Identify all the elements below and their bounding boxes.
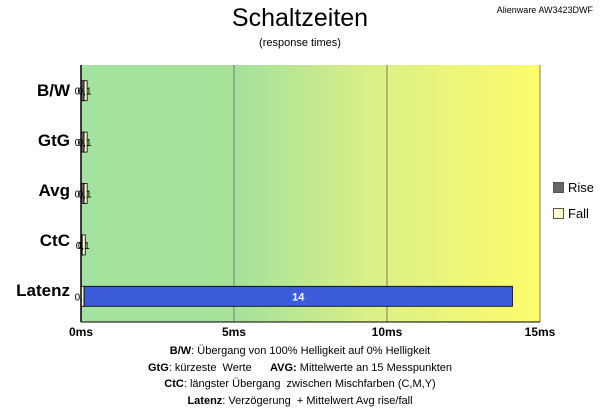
data-label: 0,1 (78, 190, 92, 201)
bars: 0,10,10,10,10,10,100,10,114 (75, 80, 513, 307)
note-key: B/W (169, 345, 192, 357)
note-line-ctc: CtC: längster Übergang zwischen Mischfar… (0, 376, 600, 393)
model-label: Alienware AW3423DWF (496, 5, 593, 15)
note-text: : Übergang von 100% Helligkeit auf 0% He… (191, 345, 431, 357)
notes: B/W: Übergang von 100% Helligkeit auf 0%… (0, 343, 600, 409)
note-line-bw: B/W: Übergang von 100% Helligkeit auf 0%… (0, 343, 600, 360)
note-line-gtg: GtG: kürzeste Werte AVG: Mittelwerte an … (0, 360, 600, 377)
bar-segment (81, 234, 86, 256)
bar-segment (83, 285, 513, 307)
legend-item-fall: Fall (553, 206, 589, 221)
note-text: : kürzeste Werte (168, 361, 271, 374)
x-tick-label: 15ms (524, 325, 556, 339)
bar-segment (83, 131, 88, 153)
note-key: Latenz (187, 394, 223, 407)
category-label-bw: B/W (36, 81, 70, 100)
chart-subtitle: (response times) (259, 37, 341, 49)
note-key: CtC (164, 378, 184, 390)
note-text: : Verzögerung + Mittelwert Avg rise/fall (222, 394, 413, 407)
x-tick-label: 5ms (221, 325, 247, 339)
data-label: 0,1 (76, 241, 90, 252)
plot-background (81, 65, 540, 322)
note-key: GtG (147, 361, 169, 374)
category-label-latenz: Latenz (16, 281, 70, 300)
legend-item-rise: Rise (553, 180, 594, 195)
bar-segment (83, 80, 88, 102)
data-label: 0,1 (78, 87, 92, 98)
x-tick-label: 0ms (68, 325, 94, 339)
note-line-latenz: Latenz: Verzögerung + Mittelwert Avg ris… (0, 393, 600, 410)
legend-label-rise: Rise (568, 180, 595, 195)
legend-swatch-rise (553, 182, 564, 193)
category-label-avg: Avg (38, 181, 71, 200)
note-key: AVG: (270, 361, 297, 374)
gridlines (233, 65, 541, 322)
data-label: 14 (292, 291, 305, 303)
bar-segment (83, 183, 88, 204)
note-text: : längster Übergang zwischen Mischfarben… (183, 378, 436, 390)
data-label: 0,1 (78, 138, 92, 149)
chart-title: Schaltzeiten (231, 4, 369, 32)
category-label-gtg: GtG (37, 131, 70, 150)
legend-label-fall: Fall (568, 206, 589, 221)
legend-swatch-fall (553, 208, 564, 219)
category-label-ctc: CtC (39, 231, 70, 250)
note-text: Mittelwerte an 15 Messpunkten (296, 361, 453, 374)
x-tick-label: 10ms (371, 325, 403, 339)
